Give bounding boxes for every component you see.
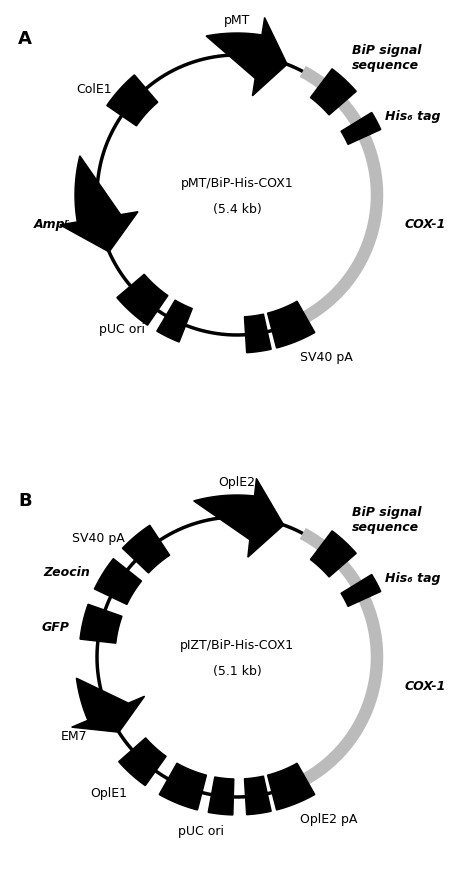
Text: OplE2: OplE2 <box>219 476 255 489</box>
Text: B: B <box>18 492 32 510</box>
Text: COX-1: COX-1 <box>405 219 447 231</box>
Text: SV40 pA: SV40 pA <box>300 351 353 363</box>
Polygon shape <box>310 531 356 577</box>
Text: His₆ tag: His₆ tag <box>385 109 441 123</box>
Polygon shape <box>245 776 271 815</box>
Polygon shape <box>72 678 145 732</box>
Polygon shape <box>267 763 315 810</box>
Polygon shape <box>267 301 315 348</box>
Polygon shape <box>310 69 356 115</box>
Text: pMT: pMT <box>224 14 250 27</box>
Polygon shape <box>341 574 381 607</box>
Text: BiP signal
sequence: BiP signal sequence <box>352 506 421 534</box>
Polygon shape <box>60 156 138 252</box>
Text: OplE1: OplE1 <box>91 788 128 800</box>
Polygon shape <box>206 18 287 96</box>
Text: EM7: EM7 <box>60 730 87 744</box>
Text: pMT/BiP-His-COX1: pMT/BiP-His-COX1 <box>181 176 293 190</box>
Polygon shape <box>94 558 142 604</box>
Text: SV40 pA: SV40 pA <box>72 532 125 545</box>
Polygon shape <box>194 478 284 557</box>
Polygon shape <box>117 274 168 325</box>
Text: pUC ori: pUC ori <box>178 826 224 838</box>
Text: pUC ori: pUC ori <box>99 323 145 336</box>
Text: BiP signal
sequence: BiP signal sequence <box>352 44 421 72</box>
Polygon shape <box>159 763 207 810</box>
Polygon shape <box>157 300 192 342</box>
Text: (5.1 kb): (5.1 kb) <box>213 664 261 677</box>
Polygon shape <box>245 314 271 353</box>
Text: ColE1: ColE1 <box>76 83 112 95</box>
Polygon shape <box>208 777 234 815</box>
Text: OplE2 pA: OplE2 pA <box>300 813 357 826</box>
Text: COX-1: COX-1 <box>405 681 447 693</box>
Polygon shape <box>80 604 122 643</box>
Text: Zeocin: Zeocin <box>43 565 90 579</box>
Text: (5.4 kb): (5.4 kb) <box>213 203 261 215</box>
Polygon shape <box>341 112 381 145</box>
Text: GFP: GFP <box>42 621 70 634</box>
Polygon shape <box>122 526 170 573</box>
Polygon shape <box>118 738 166 786</box>
Text: pIZT/BiP-His-COX1: pIZT/BiP-His-COX1 <box>180 639 294 652</box>
Polygon shape <box>107 75 158 126</box>
Text: Ampʳ: Ampʳ <box>34 218 70 231</box>
Text: His₆ tag: His₆ tag <box>385 572 441 585</box>
Text: A: A <box>18 30 32 48</box>
